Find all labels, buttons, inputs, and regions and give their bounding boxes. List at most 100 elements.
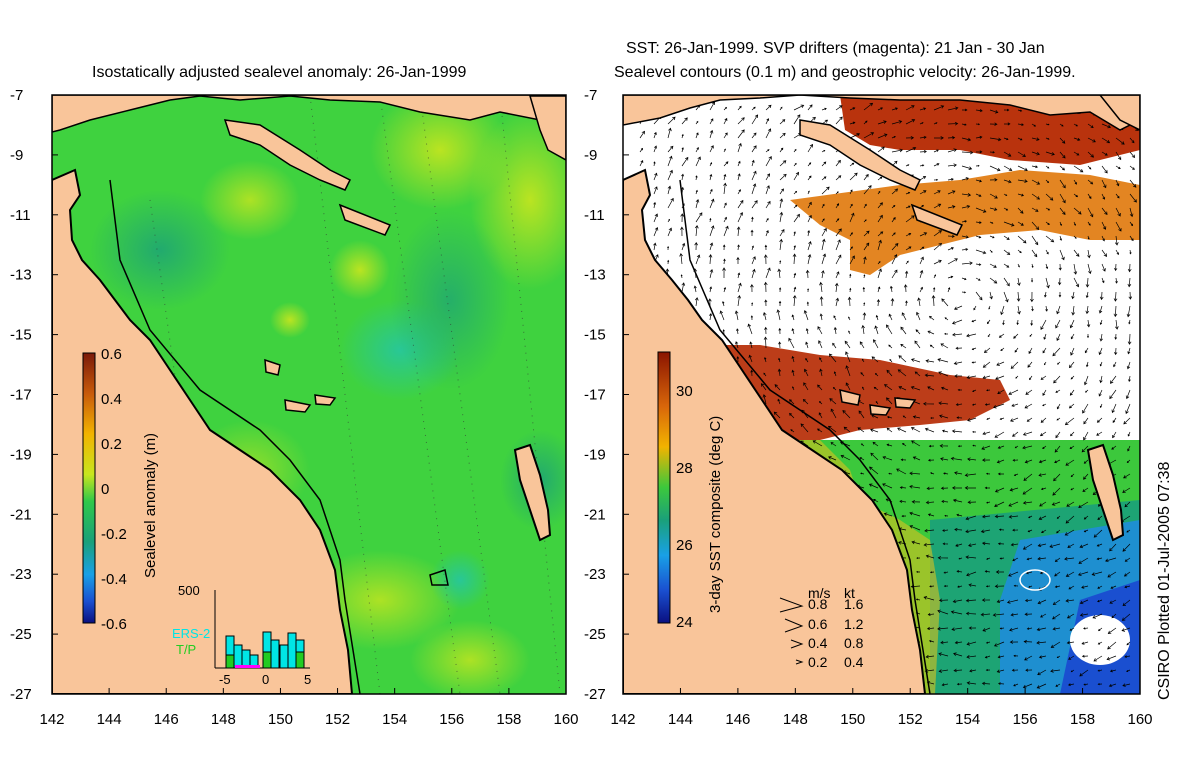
velocity-arrow xyxy=(1126,305,1131,318)
velocity-arrow xyxy=(995,570,1005,574)
velocity-arrow xyxy=(849,273,852,279)
velocity-arrow xyxy=(919,164,925,167)
velocity-arrow xyxy=(1065,459,1075,466)
velocity-arrow xyxy=(1012,431,1019,437)
velocity-arrow xyxy=(1098,627,1103,632)
velocity-arrow xyxy=(888,313,893,321)
velocity-arrow xyxy=(942,529,949,532)
velocity-arrow xyxy=(905,105,915,111)
velocity-arrow xyxy=(947,121,959,126)
velocity-arrow xyxy=(1109,389,1117,400)
velocity-arrow xyxy=(723,117,728,125)
velocity-arrow xyxy=(989,165,1001,172)
velocity-arrow xyxy=(806,301,809,307)
velocity-arrow xyxy=(849,203,853,209)
velocity-arrow xyxy=(968,583,977,587)
velocity-arrow xyxy=(817,326,823,335)
satellite-tracks xyxy=(149,95,561,694)
velocity-arrow xyxy=(971,361,977,364)
velocity-arrow xyxy=(1059,221,1062,227)
velocity-arrow xyxy=(1045,207,1051,211)
velocity-arrow xyxy=(905,215,915,223)
velocity-arrow xyxy=(905,260,909,265)
velocity-arrow xyxy=(1097,641,1103,645)
velocity-arrow xyxy=(871,414,879,419)
velocity-arrow xyxy=(947,136,956,140)
velocity-arrow xyxy=(779,160,787,167)
velocity-arrow xyxy=(843,426,851,433)
velocity-arrow xyxy=(1124,501,1131,508)
velocity-arrow xyxy=(891,148,904,153)
velocity-arrow xyxy=(987,333,991,338)
velocity-arrow xyxy=(951,486,963,490)
velocity-arrow xyxy=(986,472,991,475)
velocity-arrow xyxy=(905,191,911,195)
velocity-arrow xyxy=(722,329,725,335)
velocity-arrow xyxy=(1079,669,1089,677)
velocity-arrow xyxy=(910,386,921,391)
velocity-arrow xyxy=(1078,557,1089,564)
velocity-arrow xyxy=(863,102,874,111)
velocity-arrow xyxy=(1101,221,1107,230)
velocity-arrow xyxy=(1000,347,1005,352)
velocity-arrow xyxy=(1053,473,1061,482)
velocity-arrow xyxy=(723,132,728,139)
velocity-arrow xyxy=(897,369,907,377)
velocity-arrow xyxy=(1064,557,1075,561)
latitude-tick-label: -19 xyxy=(584,446,606,463)
velocity-arrow xyxy=(1066,613,1075,619)
velocity-arrow xyxy=(695,156,701,167)
colorbar-tick: -0.4 xyxy=(101,571,127,588)
velocity-arrow xyxy=(779,188,784,195)
velocity-arrow xyxy=(792,386,795,391)
velocity-arrow xyxy=(1115,319,1119,330)
velocity-arrow xyxy=(1113,361,1117,368)
velocity-arrow xyxy=(1086,334,1090,339)
velocity-arrow xyxy=(1127,445,1131,452)
velocity-arrow xyxy=(695,132,699,139)
velocity-arrow xyxy=(1042,445,1047,449)
velocity-arrow xyxy=(969,669,977,673)
latitude-tick-label: -15 xyxy=(584,327,606,344)
velocity-arrow xyxy=(709,217,712,223)
velocity-arrow xyxy=(667,245,670,251)
velocity-arrow xyxy=(917,297,921,307)
velocity-arrow xyxy=(1017,263,1020,268)
velocity-arrow xyxy=(842,409,851,419)
velocity-arrow xyxy=(830,408,837,419)
velocity-arrow xyxy=(835,203,839,209)
velocity-arrow xyxy=(779,173,787,181)
velocity-arrow xyxy=(681,173,685,181)
velocity-arrow xyxy=(1124,557,1131,562)
velocity-arrow xyxy=(975,123,981,126)
velocity-arrow xyxy=(860,372,865,377)
velocity-arrow xyxy=(709,269,714,279)
velocity-arrow xyxy=(793,171,799,181)
velocity-arrow xyxy=(849,172,858,181)
velocity-arrow xyxy=(765,173,770,181)
velocity-arrow xyxy=(723,202,727,209)
longitude-tick-label: 160 xyxy=(1127,711,1152,728)
velocity-arrow xyxy=(1073,277,1080,288)
longitude-tick-label: 144 xyxy=(97,711,122,728)
velocity-arrow xyxy=(1003,291,1009,303)
velocity-arrow xyxy=(1022,487,1033,495)
velocity-arrow xyxy=(778,287,782,293)
velocity-arrow xyxy=(1073,165,1084,173)
velocity-arrow xyxy=(835,105,843,111)
velocity-arrow xyxy=(774,384,781,391)
velocity-arrow xyxy=(1031,165,1039,169)
velocity-arrow xyxy=(995,375,1005,381)
velocity-arrow xyxy=(835,175,842,181)
velocity-arrow xyxy=(910,358,921,363)
sst-colorbar-ticks: 30 28 26 24 xyxy=(676,383,693,631)
velocity-arrow xyxy=(905,146,917,153)
velocity-arrow xyxy=(778,327,782,335)
velocity-arrow xyxy=(751,216,754,223)
velocity-arrow xyxy=(1003,165,1013,171)
velocity-arrow xyxy=(1016,319,1019,326)
velocity-arrow xyxy=(1064,529,1075,536)
velocity-arrow xyxy=(905,164,910,167)
velocity-arrow xyxy=(1024,459,1033,464)
velocity-arrow xyxy=(1115,249,1119,255)
